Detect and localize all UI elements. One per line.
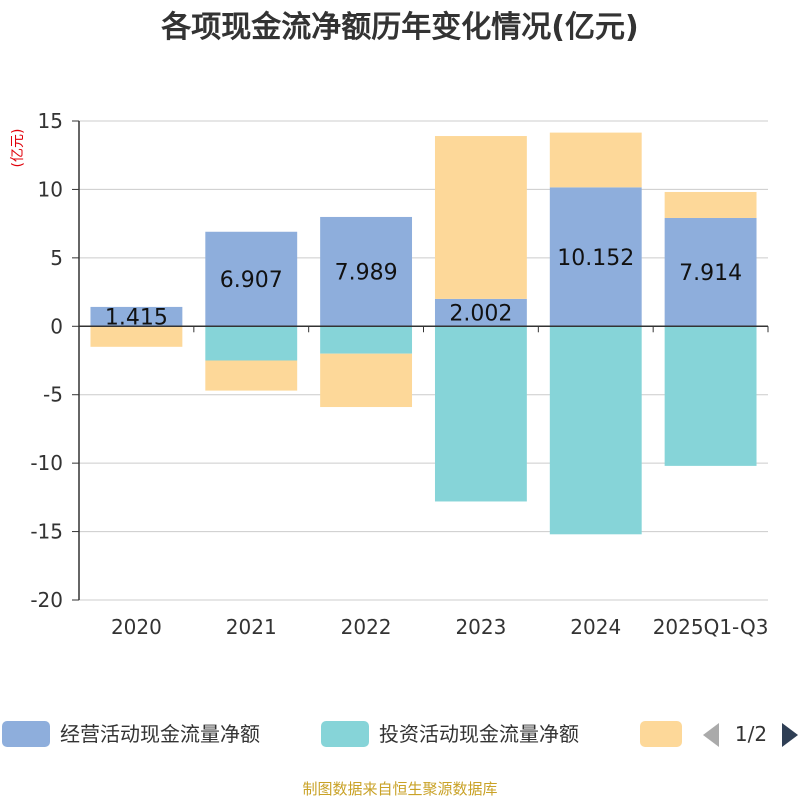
y-tick-label: 15 — [38, 109, 63, 133]
axes: 15 10 5 0 -5 -10 -15 -20 2020 2021 2022 2023 2024 202… — [30, 109, 769, 639]
grid-lines — [79, 120, 768, 601]
bar-investing — [664, 326, 757, 466]
bars — [90, 132, 757, 535]
chart-title: 各项现金流净额历年变化情况(亿元) — [160, 10, 638, 45]
y-tick-label: 5 — [50, 246, 63, 270]
legend-label-operating[interactable]: 经营活动现金流量净额 — [60, 722, 260, 746]
bar-operating — [90, 306, 183, 327]
bar-financing — [434, 136, 527, 299]
x-tick-label: 2023 — [455, 615, 506, 639]
bar-investing — [549, 326, 642, 535]
y-tick-label: -20 — [30, 588, 63, 612]
bar-financing — [664, 191, 757, 218]
bar-operating — [549, 187, 642, 327]
legend-swatch-financing[interactable] — [640, 721, 682, 747]
bar-investing — [434, 326, 527, 502]
data-labels: 1.415 6.907 7.989 2.002 10.152 7.914 — [105, 246, 742, 331]
legend-label-investing[interactable]: 投资活动现金流量净额 — [379, 722, 579, 746]
x-tick-label: 2024 — [570, 615, 621, 639]
x-tick-label: 2025Q1-Q3 — [653, 615, 769, 639]
legend-prev-icon[interactable] — [703, 723, 719, 747]
bar-operating — [434, 298, 527, 327]
x-tick-label: 2021 — [226, 615, 277, 639]
bar-value-label: 1.415 — [105, 306, 168, 331]
y-tick-label: -15 — [30, 520, 63, 544]
legend-swatch-operating[interactable] — [2, 721, 50, 747]
bar-value-label: 6.907 — [220, 268, 283, 293]
x-tick-label: 2022 — [341, 615, 392, 639]
y-tick-label: 10 — [38, 177, 63, 201]
y-tick-label: -10 — [30, 451, 63, 475]
legend-swatch-investing[interactable] — [321, 721, 369, 747]
bar-financing — [549, 132, 642, 188]
bar-operating — [320, 216, 413, 327]
y-tick-label: 0 — [50, 314, 63, 338]
bar-financing — [320, 353, 413, 408]
data-source: 制图数据来自恒生聚源数据库 — [302, 780, 497, 798]
bar-investing — [320, 326, 413, 354]
bar-investing — [205, 326, 298, 361]
bar-value-label: 10.152 — [557, 246, 634, 271]
bar-operating — [664, 217, 757, 327]
bar-operating — [205, 231, 298, 327]
bar-value-label: 7.989 — [335, 261, 398, 286]
bar-value-label: 2.002 — [449, 302, 512, 327]
bar-financing — [90, 326, 183, 347]
bar-value-label: 7.914 — [679, 261, 742, 286]
y-tick-label: -5 — [43, 383, 63, 407]
bar-financing — [205, 360, 298, 391]
legend: 经营活动现金流量净额 投资活动现金流量净额 1/2 — [2, 721, 798, 747]
x-tick-label: 2020 — [111, 615, 162, 639]
y-unit-label: (亿元) — [10, 129, 26, 168]
legend-page-indicator: 1/2 — [735, 722, 767, 746]
legend-next-icon[interactable] — [782, 723, 798, 747]
